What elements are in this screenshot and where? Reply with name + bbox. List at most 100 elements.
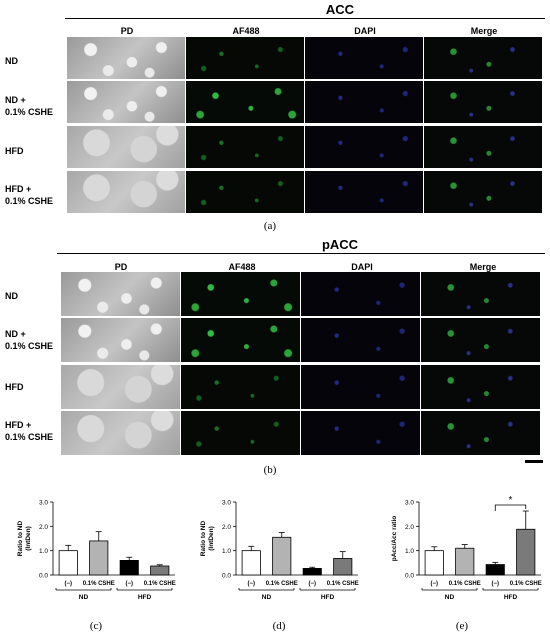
micrograph-b-nd-cshe-pd xyxy=(61,318,180,362)
micrograph-b-nd-merge xyxy=(421,272,540,316)
micrograph-b-hfd-pd xyxy=(61,365,180,409)
micrograph-a-hfd-cshe-pd xyxy=(67,171,185,213)
y-axis-label: Ratio to ND(IntDen) xyxy=(200,521,215,557)
panel-a-row-hfd-cshe: HFD + 0.1% CSHE xyxy=(5,184,54,206)
micrograph-b-nd-cshe-merge xyxy=(421,318,540,362)
group-label: HFD xyxy=(504,594,518,601)
category-label: (−) xyxy=(65,581,73,587)
y-tick-label: 2.0 xyxy=(405,524,414,531)
y-tick-label: 3.0 xyxy=(405,500,414,507)
micrograph-a-nd-dapi xyxy=(305,37,423,79)
group-label: ND xyxy=(79,594,89,601)
chart-e: 0.0 1.0 2.0 3.0 pAcc/Acc ratio (−) 0.1% CSHE (−… xyxy=(391,495,542,632)
panel-a-title-rule xyxy=(65,18,545,19)
group-label: ND xyxy=(445,594,455,601)
micrograph-a-nd-pd xyxy=(67,37,185,79)
chart-c: 0.0 1.0 2.0 3.0 Ratio to ND(IntDen) (−) 0.1% C… xyxy=(17,500,176,633)
panel-a-col-dapi: DAPI xyxy=(354,26,376,36)
y-tick-label: 2.0 xyxy=(39,524,48,531)
bar xyxy=(333,558,353,576)
category-label: (−) xyxy=(126,581,134,587)
panel-letter: (e) xyxy=(456,620,469,632)
bar xyxy=(241,550,261,576)
panel-a-col-af488: AF488 xyxy=(232,26,260,36)
panel-b-col-merge: Merge xyxy=(469,262,497,272)
group-label: HFD xyxy=(321,594,335,601)
panel-a-col-merge: Merge xyxy=(470,26,498,36)
significance-marker: * xyxy=(509,495,513,506)
micrograph-a-hfd-dapi xyxy=(305,126,423,168)
y-tick-label: 1.0 xyxy=(222,548,231,555)
micrograph-a-nd-cshe-af488 xyxy=(186,81,304,123)
panel-b-row-nd-cshe: ND + 0.1% CSHE xyxy=(5,329,54,351)
category-label: (−) xyxy=(431,581,439,587)
micrograph-b-hfd-cshe-af488 xyxy=(181,411,300,455)
category-label: (−) xyxy=(309,581,317,587)
bar xyxy=(89,540,109,576)
micrograph-b-hfd-cshe-pd xyxy=(61,411,180,455)
y-tick-label: 1.0 xyxy=(39,548,48,555)
panel-a-row-hfd: HFD xyxy=(5,146,24,156)
micrograph-b-nd-pd xyxy=(61,272,180,316)
panel-a-row-nd-cshe: ND + 0.1% CSHE xyxy=(5,95,54,117)
y-tick-label: 1.0 xyxy=(405,548,414,555)
micrograph-a-nd-cshe-merge xyxy=(424,81,542,123)
bar xyxy=(485,564,505,576)
bar xyxy=(424,550,444,576)
panel-b-letter: (b) xyxy=(263,464,277,476)
bar xyxy=(516,528,536,576)
micrograph-a-nd-cshe-dapi xyxy=(305,81,423,123)
bar xyxy=(302,568,322,576)
y-tick-label: 3.0 xyxy=(222,500,231,507)
micrograph-b-nd-dapi xyxy=(301,272,420,316)
micrograph-b-hfd-merge xyxy=(421,365,540,409)
panel-a-letter: (a) xyxy=(263,220,277,232)
panel-a-title: ACC xyxy=(325,2,355,17)
micrograph-b-hfd-af488 xyxy=(181,365,300,409)
micrograph-b-hfd-cshe-merge xyxy=(421,411,540,455)
category-label: 0.1% CSHE xyxy=(449,581,481,587)
micrograph-b-nd-cshe-af488 xyxy=(181,318,300,362)
chart-d: 0.0 1.0 2.0 3.0 Ratio to ND(IntDen) (−) 0.1% C… xyxy=(200,500,359,633)
category-label: 0.1% CSHE xyxy=(266,581,298,587)
y-tick-label: 3.0 xyxy=(39,500,48,507)
micrograph-a-hfd-af488 xyxy=(186,126,304,168)
panel-b-col-dapi: DAPI xyxy=(351,262,373,272)
panel-a-col-pd: PD xyxy=(120,26,134,36)
category-label: (−) xyxy=(492,581,500,587)
micrograph-a-hfd-cshe-dapi xyxy=(305,171,423,213)
y-tick-label: 0.0 xyxy=(39,573,48,580)
category-label: 0.1% CSHE xyxy=(144,581,176,587)
bar xyxy=(455,547,475,576)
group-label: ND xyxy=(262,594,272,601)
bar xyxy=(150,565,170,576)
micrograph-a-hfd-cshe-af488 xyxy=(186,171,304,213)
panel-a-row-nd: ND xyxy=(5,56,18,66)
micrograph-a-nd-cshe-pd xyxy=(67,81,185,123)
micrograph-a-nd-af488 xyxy=(186,37,304,79)
panel-b-col-af488: AF488 xyxy=(228,262,256,272)
scale-bar xyxy=(525,460,543,463)
panel-letter: (d) xyxy=(273,620,286,632)
y-axis-label: Ratio to ND(IntDen) xyxy=(17,521,32,557)
y-tick-label: 0.0 xyxy=(405,573,414,580)
micrograph-a-hfd-cshe-merge xyxy=(424,171,542,213)
category-label: 0.1% CSHE xyxy=(327,581,359,587)
micrograph-b-nd-cshe-dapi xyxy=(301,318,420,362)
y-tick-label: 2.0 xyxy=(222,524,231,531)
category-label: 0.1% CSHE xyxy=(510,581,542,587)
y-axis-label: pAcc/Acc ratio xyxy=(391,516,398,562)
panel-b-row-hfd: HFD xyxy=(5,382,24,392)
panel-letter: (c) xyxy=(90,620,103,632)
bar xyxy=(272,536,292,576)
y-tick-label: 0.0 xyxy=(222,573,231,580)
micrograph-b-nd-af488 xyxy=(181,272,300,316)
micrograph-a-hfd-pd xyxy=(67,126,185,168)
panel-b-row-hfd-cshe: HFD + 0.1% CSHE xyxy=(5,420,54,442)
bar xyxy=(119,560,139,576)
micrograph-a-nd-merge xyxy=(424,37,542,79)
group-label: HFD xyxy=(138,594,152,601)
bar xyxy=(58,550,78,576)
category-label: 0.1% CSHE xyxy=(83,581,115,587)
significance-bracket xyxy=(494,504,527,511)
